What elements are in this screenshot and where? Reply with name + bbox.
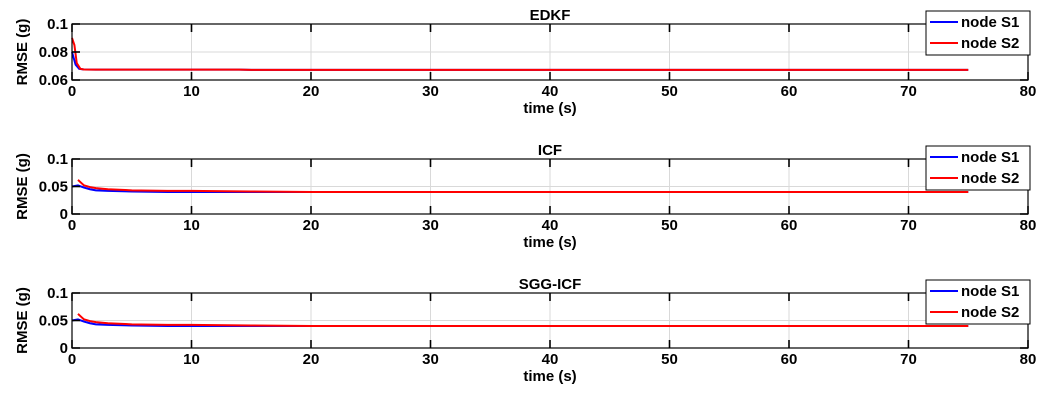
legend: node S1 node S2 <box>926 280 1030 324</box>
y-axis-label: RMSE (g) <box>14 19 31 86</box>
legend-label-1: node S1 <box>961 149 1019 166</box>
x-tick-label: 0 <box>68 83 76 100</box>
y-tick-label: 0.1 <box>47 16 68 33</box>
x-tick-label: 30 <box>422 217 439 234</box>
x-tick-label: 40 <box>542 351 559 368</box>
x-tick-label: 0 <box>68 217 76 234</box>
legend: node S1 node S2 <box>926 11 1030 55</box>
chart-panel-1: 0 10 20 30 40 50 60 70 80 0 0.05 0.1 ICF time (s) RMSE… <box>14 142 1036 251</box>
y-axis-label: RMSE (g) <box>14 153 31 220</box>
x-tick-label: 20 <box>303 83 320 100</box>
y-tick-label: 0.1 <box>47 285 68 302</box>
x-tick-label: 10 <box>183 83 200 100</box>
legend-label-1: node S1 <box>961 283 1019 300</box>
legend-label-1: node S1 <box>961 14 1019 31</box>
chart-title: ICF <box>538 142 562 159</box>
chart-panel-2: 0 10 20 30 40 50 60 70 80 0 0.05 0.1 SGG-ICF time (s)… <box>14 276 1036 385</box>
y-axis-label: RMSE (g) <box>14 287 31 354</box>
y-tick-label: 0.08 <box>39 44 68 61</box>
x-tick-label: 30 <box>422 83 439 100</box>
x-tick-label: 50 <box>661 351 678 368</box>
y-tick-label: 0.1 <box>47 151 68 168</box>
x-tick-label: 10 <box>183 351 200 368</box>
legend-label-2: node S2 <box>961 170 1019 187</box>
x-tick-label: 60 <box>781 217 798 234</box>
chart-panel-0: 0 10 20 30 40 50 60 70 80 0.06 0.08 0.1 EDKF time (s)… <box>14 7 1036 117</box>
x-tick-label: 20 <box>303 217 320 234</box>
x-tick-label: 0 <box>68 351 76 368</box>
x-tick-label: 30 <box>422 351 439 368</box>
x-tick-label: 80 <box>1020 351 1037 368</box>
x-axis-label: time (s) <box>523 234 576 251</box>
x-tick-label: 50 <box>661 217 678 234</box>
chart-title: SGG-ICF <box>519 276 582 293</box>
x-tick-label: 80 <box>1020 217 1037 234</box>
x-tick-label: 60 <box>781 83 798 100</box>
legend: node S1 node S2 <box>926 146 1030 190</box>
y-tick-label: 0.05 <box>39 179 68 196</box>
y-tick-label: 0.06 <box>39 72 68 89</box>
x-tick-label: 40 <box>542 83 559 100</box>
x-tick-label: 40 <box>542 217 559 234</box>
x-axis-label: time (s) <box>523 368 576 385</box>
legend-label-2: node S2 <box>961 35 1019 52</box>
x-tick-label: 70 <box>900 351 917 368</box>
x-tick-label: 70 <box>900 217 917 234</box>
y-tick-label: 0.05 <box>39 313 68 330</box>
x-axis-label: time (s) <box>523 100 576 117</box>
x-tick-label: 60 <box>781 351 798 368</box>
x-tick-label: 10 <box>183 217 200 234</box>
y-tick-label: 0 <box>60 340 68 357</box>
chart-title: EDKF <box>530 7 571 24</box>
x-tick-label: 50 <box>661 83 678 100</box>
y-tick-label: 0 <box>60 206 68 223</box>
x-tick-label: 20 <box>303 351 320 368</box>
x-tick-label: 80 <box>1020 83 1037 100</box>
x-tick-label: 70 <box>900 83 917 100</box>
legend-label-2: node S2 <box>961 304 1019 321</box>
